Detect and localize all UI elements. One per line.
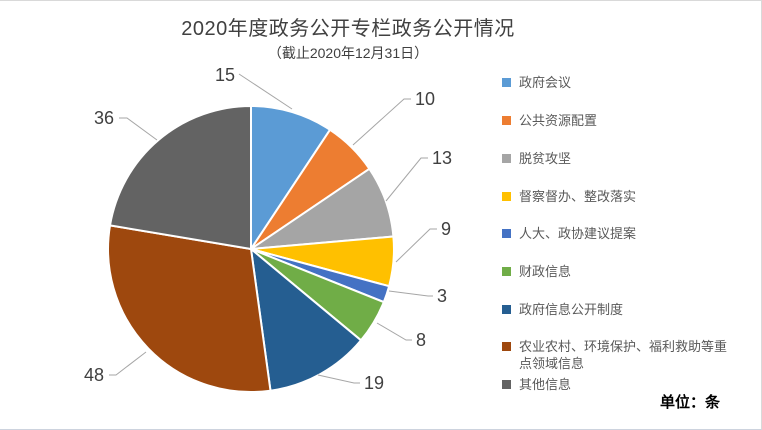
legend-swatch-icon-3 xyxy=(502,192,511,201)
legend-item-7: 农业农村、环境保护、福利救助等重点领域信息 xyxy=(502,338,734,372)
legend-label: 政府信息公开制度 xyxy=(519,302,624,317)
legend-swatch-icon-8 xyxy=(502,380,511,389)
data-label-2: 13 xyxy=(432,148,452,168)
legend-item-5: 财政信息 xyxy=(502,263,734,280)
leader-line-2 xyxy=(385,157,428,202)
legend-swatch-icon-0 xyxy=(502,78,511,87)
leader-line-3 xyxy=(395,228,437,263)
legend-item-8: 其他信息 xyxy=(502,376,734,393)
legend-item-2: 脱贫攻坚 xyxy=(502,150,734,167)
leader-line-5 xyxy=(376,322,412,341)
legend-item-6: 政府信息公开制度 xyxy=(502,301,734,318)
chart-title: 2020年度政务公开专栏政务公开情况 xyxy=(181,18,515,40)
leader-line-7 xyxy=(109,351,147,376)
legend-item-3: 督察督办、整改落实 xyxy=(502,188,734,205)
leader-line-0 xyxy=(238,73,293,110)
legend-label: 督察督办、整改落实 xyxy=(519,189,637,204)
leader-line-8 xyxy=(119,117,158,141)
pie-slice-0 xyxy=(250,105,331,250)
legend-label: 其他信息 xyxy=(519,377,572,392)
legend-label: 人大、政协建议提案 xyxy=(519,226,637,241)
legend-item-1: 公共资源配置 xyxy=(502,112,734,129)
data-label-5: 8 xyxy=(416,330,426,350)
leader-line-1 xyxy=(352,98,411,146)
legend-swatch-icon-1 xyxy=(502,116,511,125)
data-label-1: 10 xyxy=(415,89,435,109)
data-label-8: 36 xyxy=(94,108,114,128)
unit-note: 单位：条 xyxy=(660,394,721,411)
legend-label: 公共资源配置 xyxy=(519,113,598,128)
pie-slice-8 xyxy=(109,105,252,250)
pie-slice-6 xyxy=(250,248,362,392)
data-label-0: 15 xyxy=(215,65,235,85)
pie-slice-7 xyxy=(107,224,272,394)
legend-label: 农业农村、环境保护、福利救助等重点领域信息 xyxy=(519,339,728,371)
legend-label: 政府会议 xyxy=(519,75,572,90)
legend-swatch-icon-5 xyxy=(502,267,511,276)
legend-swatch-icon-7 xyxy=(502,342,511,351)
legend-swatch-icon-6 xyxy=(502,305,511,314)
data-label-3: 9 xyxy=(441,219,451,239)
legend-label: 脱贫攻坚 xyxy=(519,151,572,166)
data-label-4: 3 xyxy=(437,286,447,306)
chart-subtitle: （截止2020年12月31日） xyxy=(267,45,429,61)
legend-label: 财政信息 xyxy=(519,264,572,279)
data-label-6: 19 xyxy=(364,373,384,393)
legend-swatch-icon-4 xyxy=(502,229,511,238)
leader-line-4 xyxy=(388,290,433,297)
data-label-7: 48 xyxy=(84,365,104,385)
legend-item-4: 人大、政协建议提案 xyxy=(502,225,734,242)
legend-swatch-icon-2 xyxy=(502,154,511,163)
legend-item-0: 政府会议 xyxy=(502,74,734,91)
leader-line-6 xyxy=(317,374,360,384)
